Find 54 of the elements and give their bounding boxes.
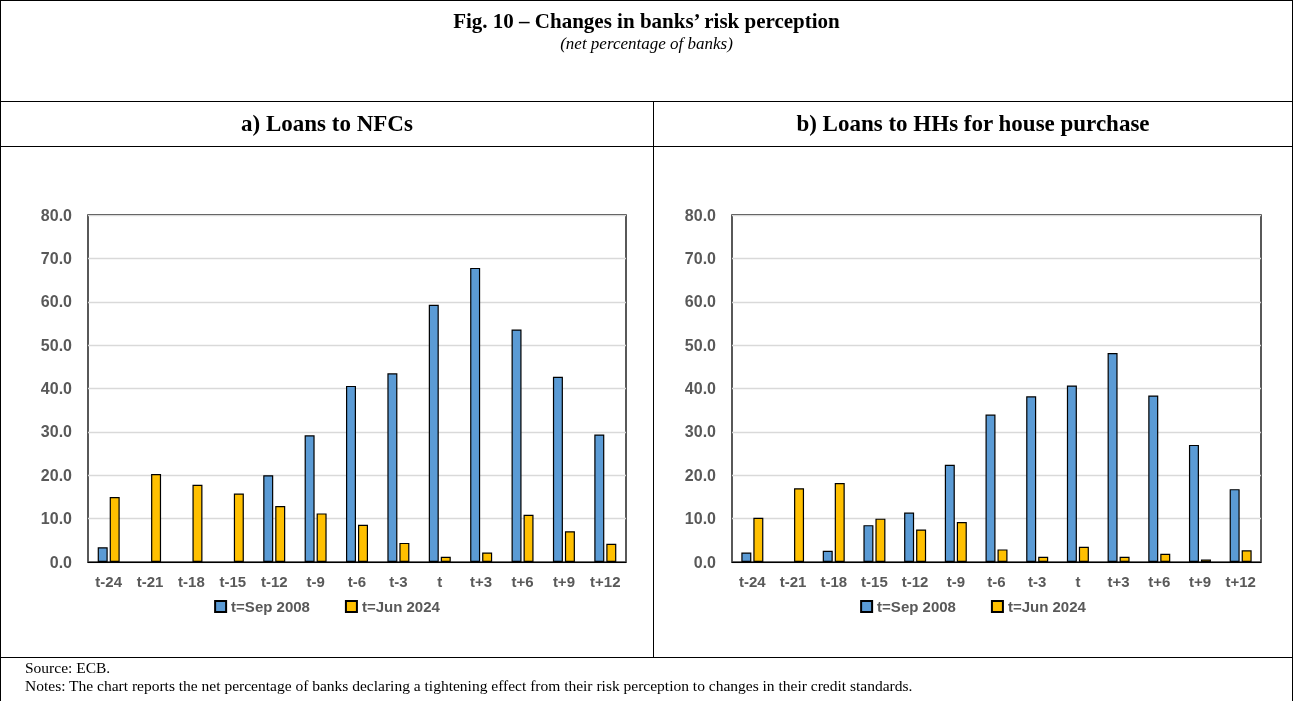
x-tick-label: t-21 xyxy=(136,573,164,590)
x-tick-label: t-12 xyxy=(260,573,288,590)
y-tick-label: 10.0 xyxy=(684,510,717,528)
x-tick-label: t-3 xyxy=(389,573,408,590)
text: (net percentage of banks) xyxy=(559,34,734,54)
text: Notes: The chart reports the net percentage of banks declaring a tightening effect from their risk perception to changes in their credit standards. xyxy=(25,677,914,695)
x-tick-label: t xyxy=(1075,573,1081,590)
legend-label: t=Sep 2008 xyxy=(231,598,310,615)
x-tick-label: t+9 xyxy=(552,573,575,590)
x-tick-label: t+3 xyxy=(1107,573,1130,590)
y-tick-label: 60.0 xyxy=(40,293,73,311)
x-tick-label: t-3 xyxy=(1028,573,1047,590)
y-tick-label: 30.0 xyxy=(684,423,717,441)
y-tick-label: 20.0 xyxy=(40,466,73,484)
y-tick-label: 20.0 xyxy=(684,466,717,484)
x-tick-label: t-24 xyxy=(95,573,123,590)
y-tick-label: 0.0 xyxy=(49,553,73,571)
x-tick-label: t+12 xyxy=(1225,573,1256,590)
y-tick-label: 70.0 xyxy=(40,249,73,267)
x-tick-label: t+6 xyxy=(1148,573,1171,590)
x-tick-label: t-15 xyxy=(219,573,247,590)
x-tick-label: t-6 xyxy=(987,573,1006,590)
y-tick-label: 80.0 xyxy=(684,206,717,224)
x-tick-label: t+12 xyxy=(590,573,621,590)
y-tick-label: 40.0 xyxy=(40,380,73,397)
x-tick-label: t xyxy=(437,573,443,590)
chart-title: b) Loans to HHs for house purchase xyxy=(654,102,1292,147)
x-tick-label: t+9 xyxy=(1188,573,1212,590)
x-tick-label: t+6 xyxy=(511,573,534,590)
y-tick-label: 50.0 xyxy=(684,336,717,354)
y-tick-label: 60.0 xyxy=(684,293,717,311)
x-tick-label: t-18 xyxy=(820,573,848,590)
y-tick-label: 70.0 xyxy=(684,249,717,267)
x-tick-label: t-9 xyxy=(306,573,325,590)
x-tick-label: t-18 xyxy=(178,573,205,590)
legend-label: t=Sep 2008 xyxy=(877,598,956,615)
x-tick-label: t-12 xyxy=(901,573,929,590)
y-tick-label: 0.0 xyxy=(693,553,717,571)
x-tick-label: t-15 xyxy=(861,573,888,590)
x-tick-label: t-21 xyxy=(779,573,807,590)
caption: Fig. 10 – Changes in banks’ risk perception xyxy=(452,8,841,34)
y-tick-label: 50.0 xyxy=(40,336,73,354)
legend-label: t=Jun 2024 xyxy=(361,598,441,615)
x-tick-label: t+3 xyxy=(470,573,493,590)
legend-label: t=Jun 2024 xyxy=(1007,598,1087,615)
x-tick-label: t-24 xyxy=(739,573,767,590)
source-note: Source: ECB. xyxy=(25,659,112,677)
y-tick-label: 40.0 xyxy=(684,380,717,397)
x-tick-label: t-6 xyxy=(347,573,367,590)
y-tick-label: 10.0 xyxy=(40,510,73,528)
x-tick-label: t-9 xyxy=(946,573,965,590)
chart-title: a) Loans to NFCs xyxy=(1,102,653,147)
y-tick-label: 30.0 xyxy=(40,423,73,441)
y-tick-label: 80.0 xyxy=(40,206,73,224)
